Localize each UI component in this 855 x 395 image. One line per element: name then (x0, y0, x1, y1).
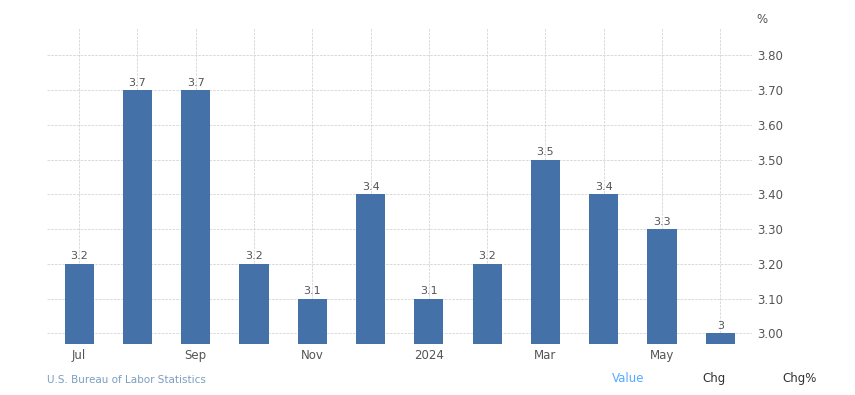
Bar (589, 194, 618, 395)
Bar (356, 194, 385, 395)
Bar (531, 160, 560, 395)
Text: Chg%: Chg% (782, 372, 817, 385)
Text: 3.4: 3.4 (595, 182, 613, 192)
Text: 3.2: 3.2 (245, 251, 262, 261)
Text: Value: Value (612, 372, 645, 385)
Bar (123, 90, 152, 395)
Text: 3.2: 3.2 (478, 251, 496, 261)
Bar (415, 299, 444, 395)
Text: 3.4: 3.4 (362, 182, 380, 192)
Text: 3.3: 3.3 (653, 216, 671, 227)
Text: 3: 3 (716, 321, 724, 331)
Bar (473, 264, 502, 395)
Text: 3.2: 3.2 (70, 251, 88, 261)
Text: %: % (757, 13, 768, 26)
Text: 3.7: 3.7 (128, 78, 146, 88)
Bar (298, 299, 327, 395)
Text: 3.1: 3.1 (420, 286, 438, 296)
Bar (705, 333, 735, 395)
Text: 3.7: 3.7 (186, 78, 204, 88)
Bar (181, 90, 210, 395)
Bar (647, 229, 676, 395)
Bar (239, 264, 268, 395)
Text: Chg: Chg (702, 372, 726, 385)
Bar (64, 264, 94, 395)
Text: 3.5: 3.5 (537, 147, 554, 157)
Text: U.S. Bureau of Labor Statistics: U.S. Bureau of Labor Statistics (47, 375, 206, 385)
Text: 3.1: 3.1 (304, 286, 321, 296)
